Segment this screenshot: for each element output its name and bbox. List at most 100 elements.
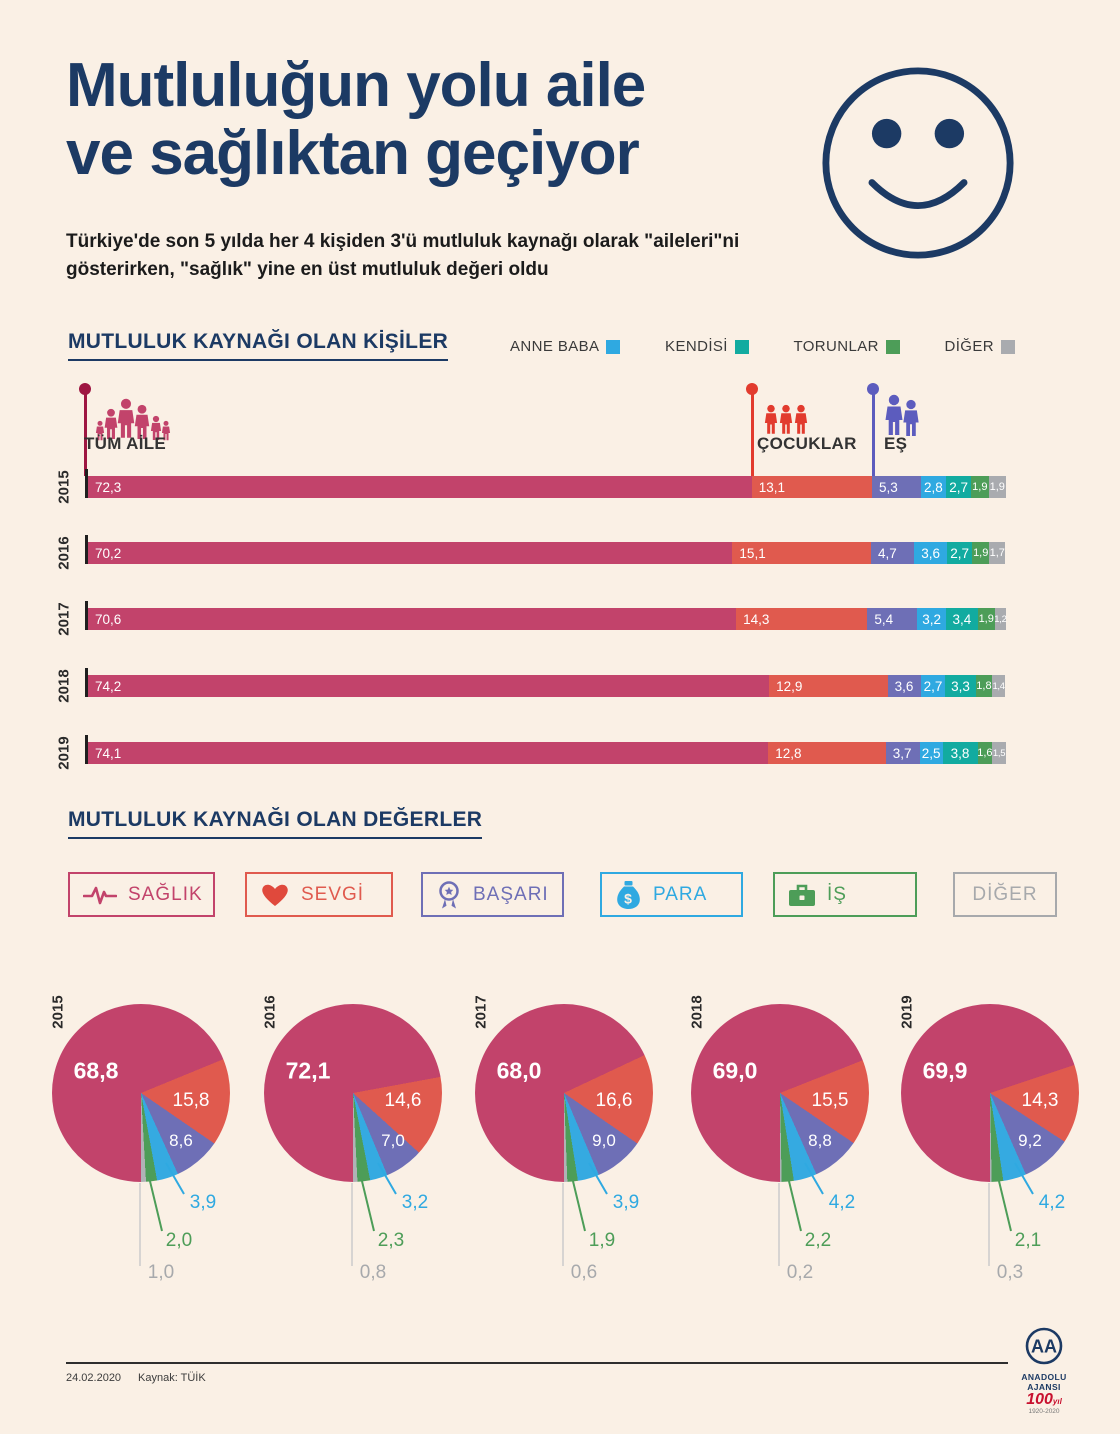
- pie-leader-lines: [139, 1162, 185, 1266]
- diger-chip: DİĞER: [953, 872, 1057, 917]
- pie-2017: [475, 1004, 653, 1182]
- pie-value-label-5: 0,6: [570, 1262, 598, 1283]
- footer-divider: [66, 1362, 1008, 1364]
- tum-aile-pin: [79, 383, 91, 395]
- bar-segment-1: 12,9: [769, 675, 888, 697]
- bar-row-2017: 2017 70,6 14,3 5,4 3,2 3,4 1,9 1,2: [56, 601, 1007, 636]
- pie-value-label-2: 8,6: [169, 1131, 193, 1150]
- aa-agency-name: ANADOLU AJANSI: [1021, 1372, 1067, 1392]
- bar-segment-5: 1,8: [975, 675, 993, 697]
- pie-leader-lines: [351, 1162, 397, 1266]
- saglik-chip-label: SAĞLIK: [128, 883, 203, 905]
- footer-source: Kaynak: TÜİK: [138, 1372, 206, 1384]
- pie-group-2019: 2019 69,9 14,3 9,2 4,2 2,1 0,3: [880, 985, 1100, 1295]
- bar-segment-0: 70,6: [88, 608, 737, 630]
- pie-value-label-2: 8,8: [808, 1131, 832, 1150]
- bar-year-label: 2016: [55, 536, 73, 570]
- bar-segment-1: 15,1: [732, 542, 872, 564]
- pie-group-2017: 2017 68,0 16,6 9,0 3,9 1,9 0,6: [454, 985, 674, 1295]
- bar-segment-1: 12,8: [768, 742, 886, 764]
- section-title-values: MUTLULUK KAYNAĞI OLAN DEĞERLER: [68, 808, 483, 839]
- bar-row-2019: 2019 74,1 12,8 3,7 2,5 3,8 1,6 1,5: [56, 735, 1006, 770]
- saglik-chip: SAĞLIK: [68, 872, 215, 917]
- legend-label: TORUNLAR: [793, 338, 879, 355]
- pie-value-label-3: 4,2: [828, 1192, 856, 1213]
- axis-tick: [85, 668, 88, 697]
- pie-value-label-5: 1,0: [147, 1262, 175, 1283]
- svg-text:AA: AA: [1031, 1337, 1057, 1357]
- legend-label: DİĞER: [944, 338, 994, 355]
- money-bag-icon: $: [617, 880, 640, 909]
- pie-group-2015: 2015 68,8 15,8 8,6 3,9 2,0 1,0: [31, 985, 251, 1295]
- bar-row-2016: 2016 70,2 15,1 4,7 3,6 2,7 1,9 1,7: [56, 535, 1006, 570]
- bar-segment-6: 1,2: [994, 608, 1007, 630]
- diger-chip-label: DİĞER: [972, 883, 1038, 905]
- pie-value-label-4: 2,3: [377, 1230, 405, 1251]
- pie-value-label-0: 69,0: [712, 1057, 758, 1084]
- pie-value-label-0: 68,8: [73, 1057, 119, 1084]
- tum-aile-pin-line: [84, 393, 87, 476]
- bar-segment-0: 72,3: [88, 476, 752, 498]
- basari-chip: BAŞARI: [421, 872, 564, 917]
- medal-icon: [439, 880, 459, 908]
- bar-segment-4: 2,7: [946, 476, 972, 498]
- pie-value-label-1: 15,5: [811, 1090, 849, 1111]
- bar-segment-6: 1,9: [988, 476, 1006, 498]
- pie-2016: [264, 1004, 442, 1182]
- bar-year-label: 2017: [55, 602, 73, 636]
- bar-segment-5: 1,9: [971, 476, 989, 498]
- sevgi-chip: SEVGİ: [245, 872, 393, 917]
- bar-segment-0: 74,2: [88, 675, 770, 697]
- legend-label: ANNE BABA: [510, 338, 600, 355]
- pie-value-label-4: 2,2: [804, 1230, 832, 1251]
- bar-segment-5: 1,6: [977, 742, 993, 764]
- legend-item-torunlar: TORUNLAR: [793, 338, 900, 355]
- para-chip: $ PARA: [600, 872, 743, 917]
- section-title-people: MUTLULUK KAYNAĞI OLAN KİŞİLER: [68, 330, 449, 361]
- legend-swatch-gray: [1000, 339, 1015, 354]
- footer-date: 24.02.2020: [66, 1372, 122, 1384]
- pie-2015: [52, 1004, 230, 1182]
- bar-segment-1: 13,1: [751, 476, 872, 498]
- pie-value-label-2: 7,0: [381, 1131, 405, 1150]
- bar-segment-5: 1,9: [977, 608, 995, 630]
- pie-value-label-5: 0,3: [996, 1262, 1024, 1283]
- bar-segment-0: 70,2: [88, 542, 733, 564]
- page-title-line2: ve sağlıktan geçiyor: [66, 119, 640, 189]
- legend-swatch-blue: [606, 339, 621, 354]
- pie-value-label-4: 1,9: [588, 1230, 616, 1251]
- bar-segment-2: 5,3: [871, 476, 921, 498]
- aa-centennial: 100yıl: [1026, 1391, 1062, 1408]
- bar-segment-1: 14,3: [736, 608, 868, 630]
- pie-group-2016: 2016 72,1 14,6 7,0 3,2 2,3 0,8: [243, 985, 463, 1295]
- para-chip-label: PARA: [653, 883, 708, 905]
- cocuklar-pin-line: [751, 393, 754, 476]
- bar-segment-6: 1,4: [992, 675, 1005, 697]
- aa-years: 1920-2020: [1028, 1408, 1060, 1415]
- bar-segment-3: 2,8: [920, 476, 947, 498]
- tum-aile-label: TÜM AİLE: [84, 434, 167, 453]
- pie-value-label-3: 3,2: [401, 1192, 429, 1213]
- bar-segment-3: 3,6: [914, 542, 948, 564]
- cocuklar-label: ÇOCUKLAR: [757, 434, 857, 453]
- is-chip: İŞ: [773, 872, 917, 917]
- bar-segment-4: 3,8: [942, 742, 978, 764]
- pie-value-label-4: 2,1: [1014, 1230, 1042, 1251]
- smiley-icon: [822, 67, 1014, 259]
- pie-value-label-1: 16,6: [595, 1090, 633, 1111]
- aa-emblem-icon: AA: [1025, 1327, 1063, 1365]
- pie-value-label-1: 14,6: [384, 1090, 422, 1111]
- es-pin-line: [872, 393, 875, 476]
- bar-year-label: 2019: [55, 736, 73, 770]
- pie-value-label-2: 9,0: [592, 1131, 616, 1150]
- pie-2019: [901, 1004, 1079, 1182]
- pie-value-label-0: 68,0: [496, 1057, 542, 1084]
- axis-tick: [85, 601, 88, 630]
- cocuklar-pin: [746, 383, 758, 395]
- pulse-icon: [83, 886, 117, 904]
- pie-value-label-1: 14,3: [1021, 1090, 1059, 1111]
- bar-segment-4: 3,3: [945, 675, 976, 697]
- pie-value-label-3: 3,9: [612, 1192, 640, 1213]
- heart-icon: [262, 884, 288, 906]
- anadolu-ajansi-logo: AA ANADOLU AJANSI 100yıl 1920-2020: [1004, 1326, 1084, 1415]
